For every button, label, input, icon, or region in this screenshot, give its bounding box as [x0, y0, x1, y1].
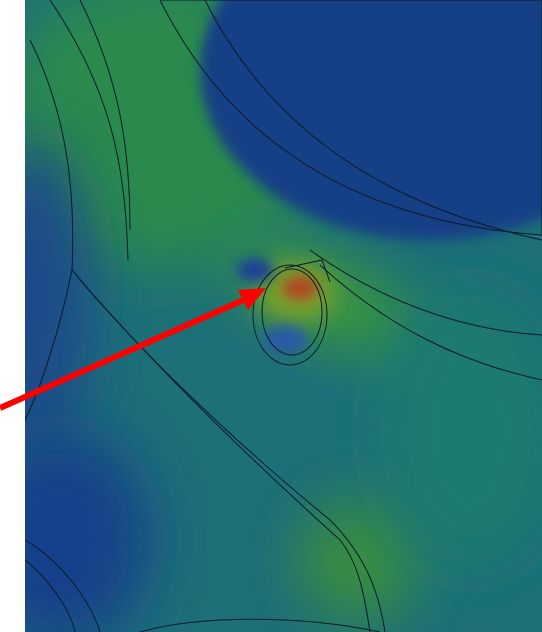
stress-contour-view: [0, 0, 542, 632]
contour-image: [0, 0, 542, 632]
page: [0, 0, 542, 632]
